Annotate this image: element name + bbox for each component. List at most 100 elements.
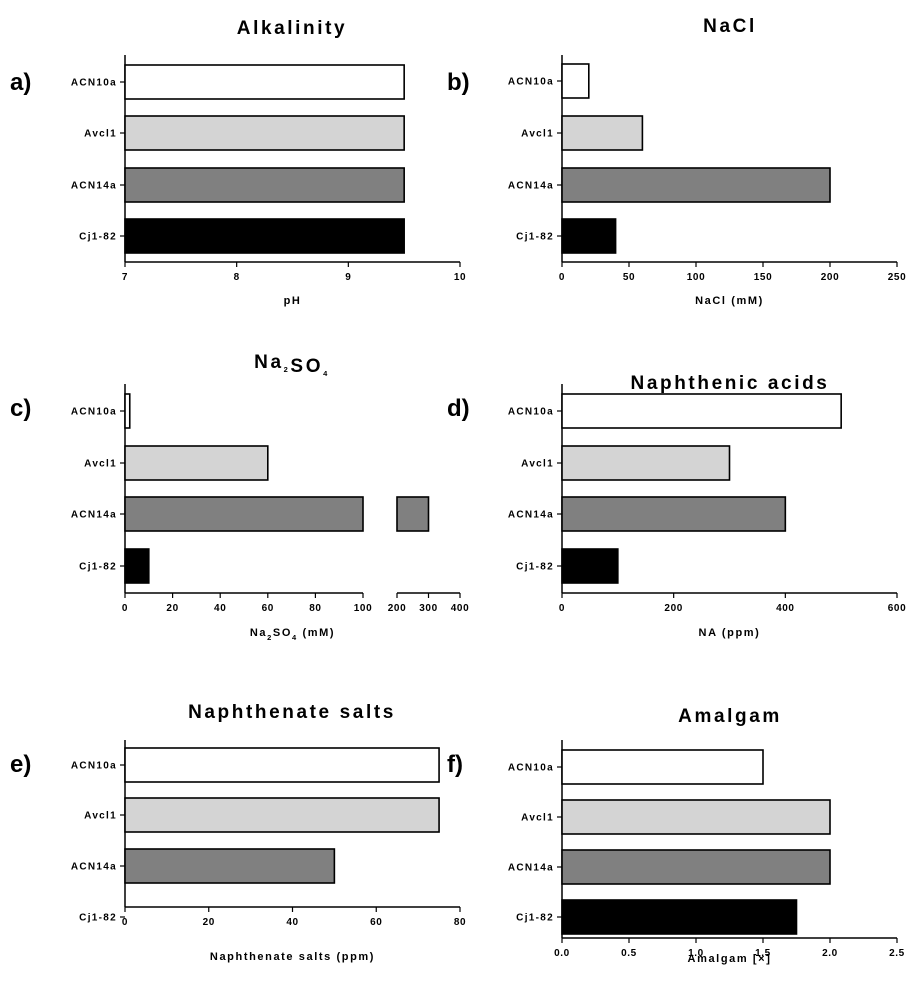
category-label: Avcl1 xyxy=(84,459,117,470)
bar-acn10a xyxy=(561,749,764,785)
panel-label: c) xyxy=(10,395,31,422)
category-label: Cj1-82 xyxy=(79,913,117,924)
bar-avcl1 xyxy=(561,799,831,835)
x-tick-label: 0 xyxy=(559,603,565,614)
x-tick-label: 100 xyxy=(687,272,706,283)
x-tick-label: 250 xyxy=(888,272,907,283)
x-tick-label: 400 xyxy=(776,603,795,614)
panel-label: e) xyxy=(10,751,31,778)
chart-title: Na2SO4 xyxy=(254,352,330,378)
bar-avcl1 xyxy=(561,115,644,151)
bar-acn10a xyxy=(124,64,405,100)
x-tick-label: 0 xyxy=(559,272,565,283)
x-tick-label: 10 xyxy=(454,272,466,283)
category-label: ACN14a xyxy=(508,863,554,874)
chart-title-mid: SO xyxy=(290,356,323,377)
bar-cj1-82 xyxy=(561,548,619,584)
category-label: ACN10a xyxy=(71,78,117,89)
panel-f: f) Amalgam ACN10a Avcl1 ACN14a Cj1-82 0.0 0.5 1.… xyxy=(447,706,905,965)
chart-title: Naphthenic acids xyxy=(631,373,830,394)
bar-acn14a xyxy=(124,167,405,203)
bar-acn14a xyxy=(124,496,364,532)
category-label: Avcl1 xyxy=(521,813,554,824)
x-tick-label: 200 xyxy=(821,272,840,283)
bar-acn14a xyxy=(561,849,831,885)
panel-label: a) xyxy=(10,69,31,96)
x-tick-label: 0.5 xyxy=(621,948,637,959)
x-tick-label: 60 xyxy=(262,603,274,614)
bar-avcl1 xyxy=(124,115,405,151)
bar-cj1-82 xyxy=(124,548,150,584)
bar-cj1-82 xyxy=(124,218,405,254)
x-tick-label: 40 xyxy=(214,603,226,614)
category-label: Cj1-82 xyxy=(79,232,117,243)
x-tick-label: 0.0 xyxy=(554,948,570,959)
chart-title: Alkalinity xyxy=(237,18,347,39)
x-tick-label: 60 xyxy=(370,917,382,928)
x-tick-label: 0 xyxy=(122,603,128,614)
category-label: Cj1-82 xyxy=(516,913,554,924)
chart-title: Naphthenate salts xyxy=(188,702,396,723)
panel-a: a) Alkalinity ACN10a Avcl1 ACN14a Cj1-82 7 8 9 10… xyxy=(10,18,466,307)
bar-acn14a xyxy=(124,848,336,884)
category-label: Cj1-82 xyxy=(79,562,117,573)
panel-label: b) xyxy=(447,69,470,96)
x-tick-label: 600 xyxy=(888,603,907,614)
x-tick-label: 300 xyxy=(419,603,438,614)
bar-acn14a xyxy=(561,496,787,532)
x-tick-label: 8 xyxy=(234,272,240,283)
chart-title: NaCl xyxy=(703,16,757,37)
x-tick-label: 400 xyxy=(451,603,470,614)
category-label: ACN10a xyxy=(71,761,117,772)
x-axis-label: pH xyxy=(284,295,302,307)
category-label: Avcl1 xyxy=(84,811,117,822)
panel-c: c) Na2SO4 ACN10a Avcl1 ACN14a Cj1-82 0 20 40 60 80… xyxy=(10,352,469,642)
x-tick-label: 50 xyxy=(623,272,635,283)
bar-acn10a xyxy=(561,393,842,429)
x-tick-label: 0 xyxy=(122,917,128,928)
category-label: Cj1-82 xyxy=(516,232,554,243)
category-label: ACN14a xyxy=(71,862,117,873)
category-label: ACN14a xyxy=(71,510,117,521)
panel-label: f) xyxy=(447,751,463,778)
chart-title: Amalgam xyxy=(678,706,782,727)
bar-avcl1 xyxy=(124,797,440,833)
bar-cj1-82 xyxy=(561,218,617,254)
category-label: ACN10a xyxy=(508,763,554,774)
x-tick-label: 7 xyxy=(122,272,128,283)
x-tick-label: 200 xyxy=(388,603,407,614)
x-axis-label: Amalgam [×] xyxy=(688,953,772,965)
category-label: ACN14a xyxy=(71,181,117,192)
x-tick-label: 200 xyxy=(664,603,683,614)
x-axis-label: Naphthenate salts (ppm) xyxy=(210,951,375,963)
bar-avcl1 xyxy=(124,445,269,481)
panel-label: d) xyxy=(447,395,470,422)
category-label: ACN10a xyxy=(71,407,117,418)
x-tick-label: 80 xyxy=(309,603,321,614)
chart-title-s1: 2 xyxy=(284,365,291,374)
bar-acn10a xyxy=(124,393,131,429)
category-label: ACN14a xyxy=(508,181,554,192)
x-tick-label: 20 xyxy=(166,603,178,614)
panel-b: b) NaCl ACN10a Avcl1 ACN14a Cj1-82 0 50 100 150 20… xyxy=(447,16,906,307)
category-label: Avcl1 xyxy=(521,129,554,140)
x-tick-label: 100 xyxy=(354,603,373,614)
panel-e: e) Naphthenate salts ACN10a Avcl1 ACN14a Cj1-… xyxy=(10,702,466,963)
x-tick-label: 80 xyxy=(454,917,466,928)
panel-d: d) Naphthenic acids ACN10a Avcl1 ACN14a Cj1-8… xyxy=(447,373,906,639)
x-tick-label: 150 xyxy=(754,272,773,283)
bar-cj1-82 xyxy=(561,899,798,935)
x-tick-label: 40 xyxy=(286,917,298,928)
category-label: ACN14a xyxy=(508,510,554,521)
chart-title-s2: 4 xyxy=(323,369,330,378)
x-axis-label: NaCl (mM) xyxy=(695,295,764,307)
x-tick-label: 1.0 xyxy=(688,948,704,959)
x-tick-label: 2.5 xyxy=(889,948,905,959)
bar-acn10a xyxy=(561,63,590,99)
x-tick-label: 9 xyxy=(345,272,351,283)
bar-acn10a xyxy=(124,747,440,783)
x-axis-label: Na2SO4 (mM) xyxy=(250,627,335,642)
bar-acn14a xyxy=(561,167,831,203)
x-tick-label: 1.5 xyxy=(755,948,771,959)
category-label: Cj1-82 xyxy=(516,562,554,573)
